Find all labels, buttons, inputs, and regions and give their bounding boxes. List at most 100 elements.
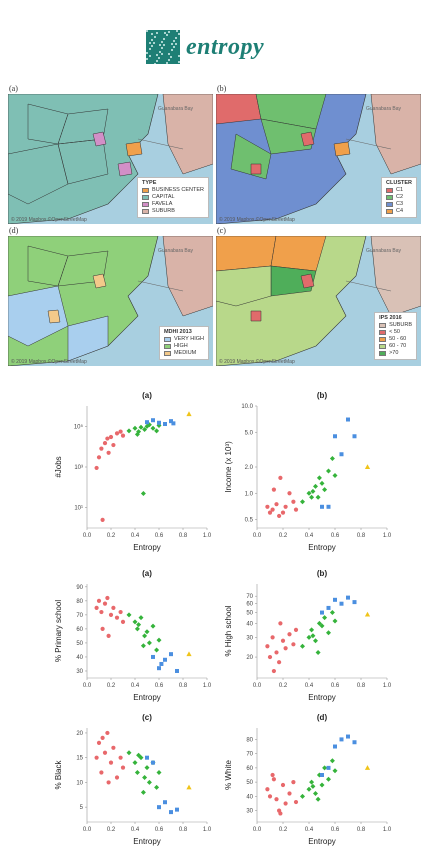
data-point-c1 (293, 799, 299, 805)
y-tick-label: 70 (246, 594, 253, 600)
legend-label: SUBURB (389, 322, 412, 328)
map-attribution: © 2019 Mapbox ©OpenStreetMap (219, 359, 295, 365)
legend-item: C1 (386, 187, 412, 194)
x-tick-label: 0.4 (131, 533, 140, 539)
data-point-c3 (333, 434, 337, 439)
legend-item: 60 - 70 (379, 343, 412, 350)
data-point-c1 (270, 772, 275, 778)
map-legend-mdhi: MDHI 2013 VERY HIGH HIGH MEDIUM (158, 326, 209, 360)
x-tick-label: 0.0 (253, 683, 262, 689)
logo-dot (156, 53, 159, 56)
data-point-c2 (315, 494, 321, 500)
x-tick-label: 1.0 (203, 683, 212, 689)
logo-dot (151, 45, 153, 47)
data-point-c4 (186, 411, 192, 417)
map-attribution: © 2019 Mapbox ©OpenStreetMap (219, 217, 295, 223)
legend-swatch (163, 351, 171, 356)
y-tick-label: 5 (80, 805, 84, 811)
map-panel-label-b: (b) (217, 84, 227, 93)
data-point-c2 (309, 627, 315, 633)
legend-swatch (163, 337, 171, 342)
legend-swatch (386, 202, 394, 207)
chart-title: (b) (317, 391, 328, 400)
data-point-c2 (316, 475, 322, 481)
x-tick-label: 0.6 (155, 827, 164, 833)
y-tick-label: 10³ (74, 465, 83, 471)
chart-title: (c) (142, 713, 152, 722)
logo-dot (146, 30, 148, 32)
bay-label: Guanabara Bay (366, 248, 402, 254)
legend-item: VERY HIGH (163, 336, 204, 343)
y-tick-label: 80 (76, 599, 83, 605)
x-tick-label: 1.0 (383, 827, 392, 833)
data-point-c1 (99, 609, 104, 615)
data-point-c2 (156, 770, 162, 776)
x-tick-label: 0.2 (279, 533, 288, 539)
y-tick-label: 50 (246, 780, 253, 786)
x-tick-label: 0.6 (155, 533, 164, 539)
x-tick-label: 0.2 (107, 533, 116, 539)
data-point-c1 (271, 487, 276, 492)
data-point-c1 (114, 431, 120, 436)
x-tick-label: 0.4 (305, 683, 314, 689)
legend-swatch (386, 195, 394, 200)
chart-title: (b) (317, 569, 328, 578)
x-tick-label: 0.8 (357, 827, 366, 833)
logo-dot (177, 61, 180, 64)
data-point-c1 (283, 801, 288, 806)
data-point-c4 (364, 611, 371, 617)
legend-item: HIGH (163, 343, 204, 350)
data-point-c1 (278, 811, 283, 816)
data-point-c1 (102, 601, 108, 606)
data-point-c2 (310, 488, 316, 494)
y-tick-label: 30 (246, 809, 253, 815)
data-point-c3 (326, 765, 331, 770)
data-point-c1 (291, 499, 296, 504)
data-point-c1 (108, 612, 114, 617)
logo-mark-icon (146, 30, 180, 64)
legend-item: >70 (379, 350, 412, 357)
legend-swatch (142, 202, 150, 207)
data-point-c1 (111, 605, 116, 610)
x-tick-label: 0.0 (83, 533, 92, 539)
logo-dot (175, 30, 178, 33)
y-tick-label: 10.0 (241, 404, 253, 410)
data-point-c3 (346, 734, 350, 739)
data-point-c2 (140, 789, 146, 795)
data-point-c1 (102, 750, 108, 755)
data-point-c2 (156, 637, 162, 643)
data-point-c1 (278, 621, 283, 626)
logo-dot (177, 33, 180, 36)
legend-item: MEDIUM (163, 350, 204, 357)
data-point-c2 (300, 793, 305, 799)
map-mdhi: Guanabara Bay MDHI 2013 VERY HIGH HIGH M… (8, 236, 213, 366)
legend-label: SUBURB (152, 208, 175, 214)
legend-title: MDHI 2013 (163, 329, 192, 335)
bay-label: Guanabara Bay (158, 248, 194, 254)
data-point-c2 (315, 649, 321, 655)
legend-label: BUSINESS CENTER (152, 187, 204, 193)
data-point-c3 (339, 737, 344, 742)
data-point-c2 (315, 796, 321, 802)
x-tick-label: 0.4 (305, 827, 314, 833)
logo-dot (148, 48, 151, 51)
data-point-c1 (96, 455, 102, 460)
journal-logo: entropy (146, 28, 264, 66)
x-tick-label: 1.0 (203, 533, 212, 539)
y-tick-label: 30 (246, 635, 253, 641)
logo-dot (158, 44, 161, 47)
map-cluster-regions (216, 94, 421, 224)
legend-item: C3 (386, 201, 412, 208)
data-point-c1 (271, 668, 276, 674)
data-point-c2 (150, 623, 156, 629)
y-tick-label: 50 (76, 641, 83, 647)
data-point-c3 (163, 657, 167, 662)
scatter-jobs: (a) 10¹ 10³ 10⁵ 0.0 0.2 0.4 0.6 0.8 1.0 Entropy #Jo… (55, 391, 212, 552)
data-point-c2 (126, 428, 132, 434)
data-point-c1 (283, 504, 288, 509)
data-point-c3 (352, 740, 357, 745)
y-tick-label: 10 (76, 780, 83, 786)
logo-dot (173, 39, 176, 42)
data-point-c1 (114, 615, 120, 620)
x-tick-label: 0.8 (357, 533, 366, 539)
